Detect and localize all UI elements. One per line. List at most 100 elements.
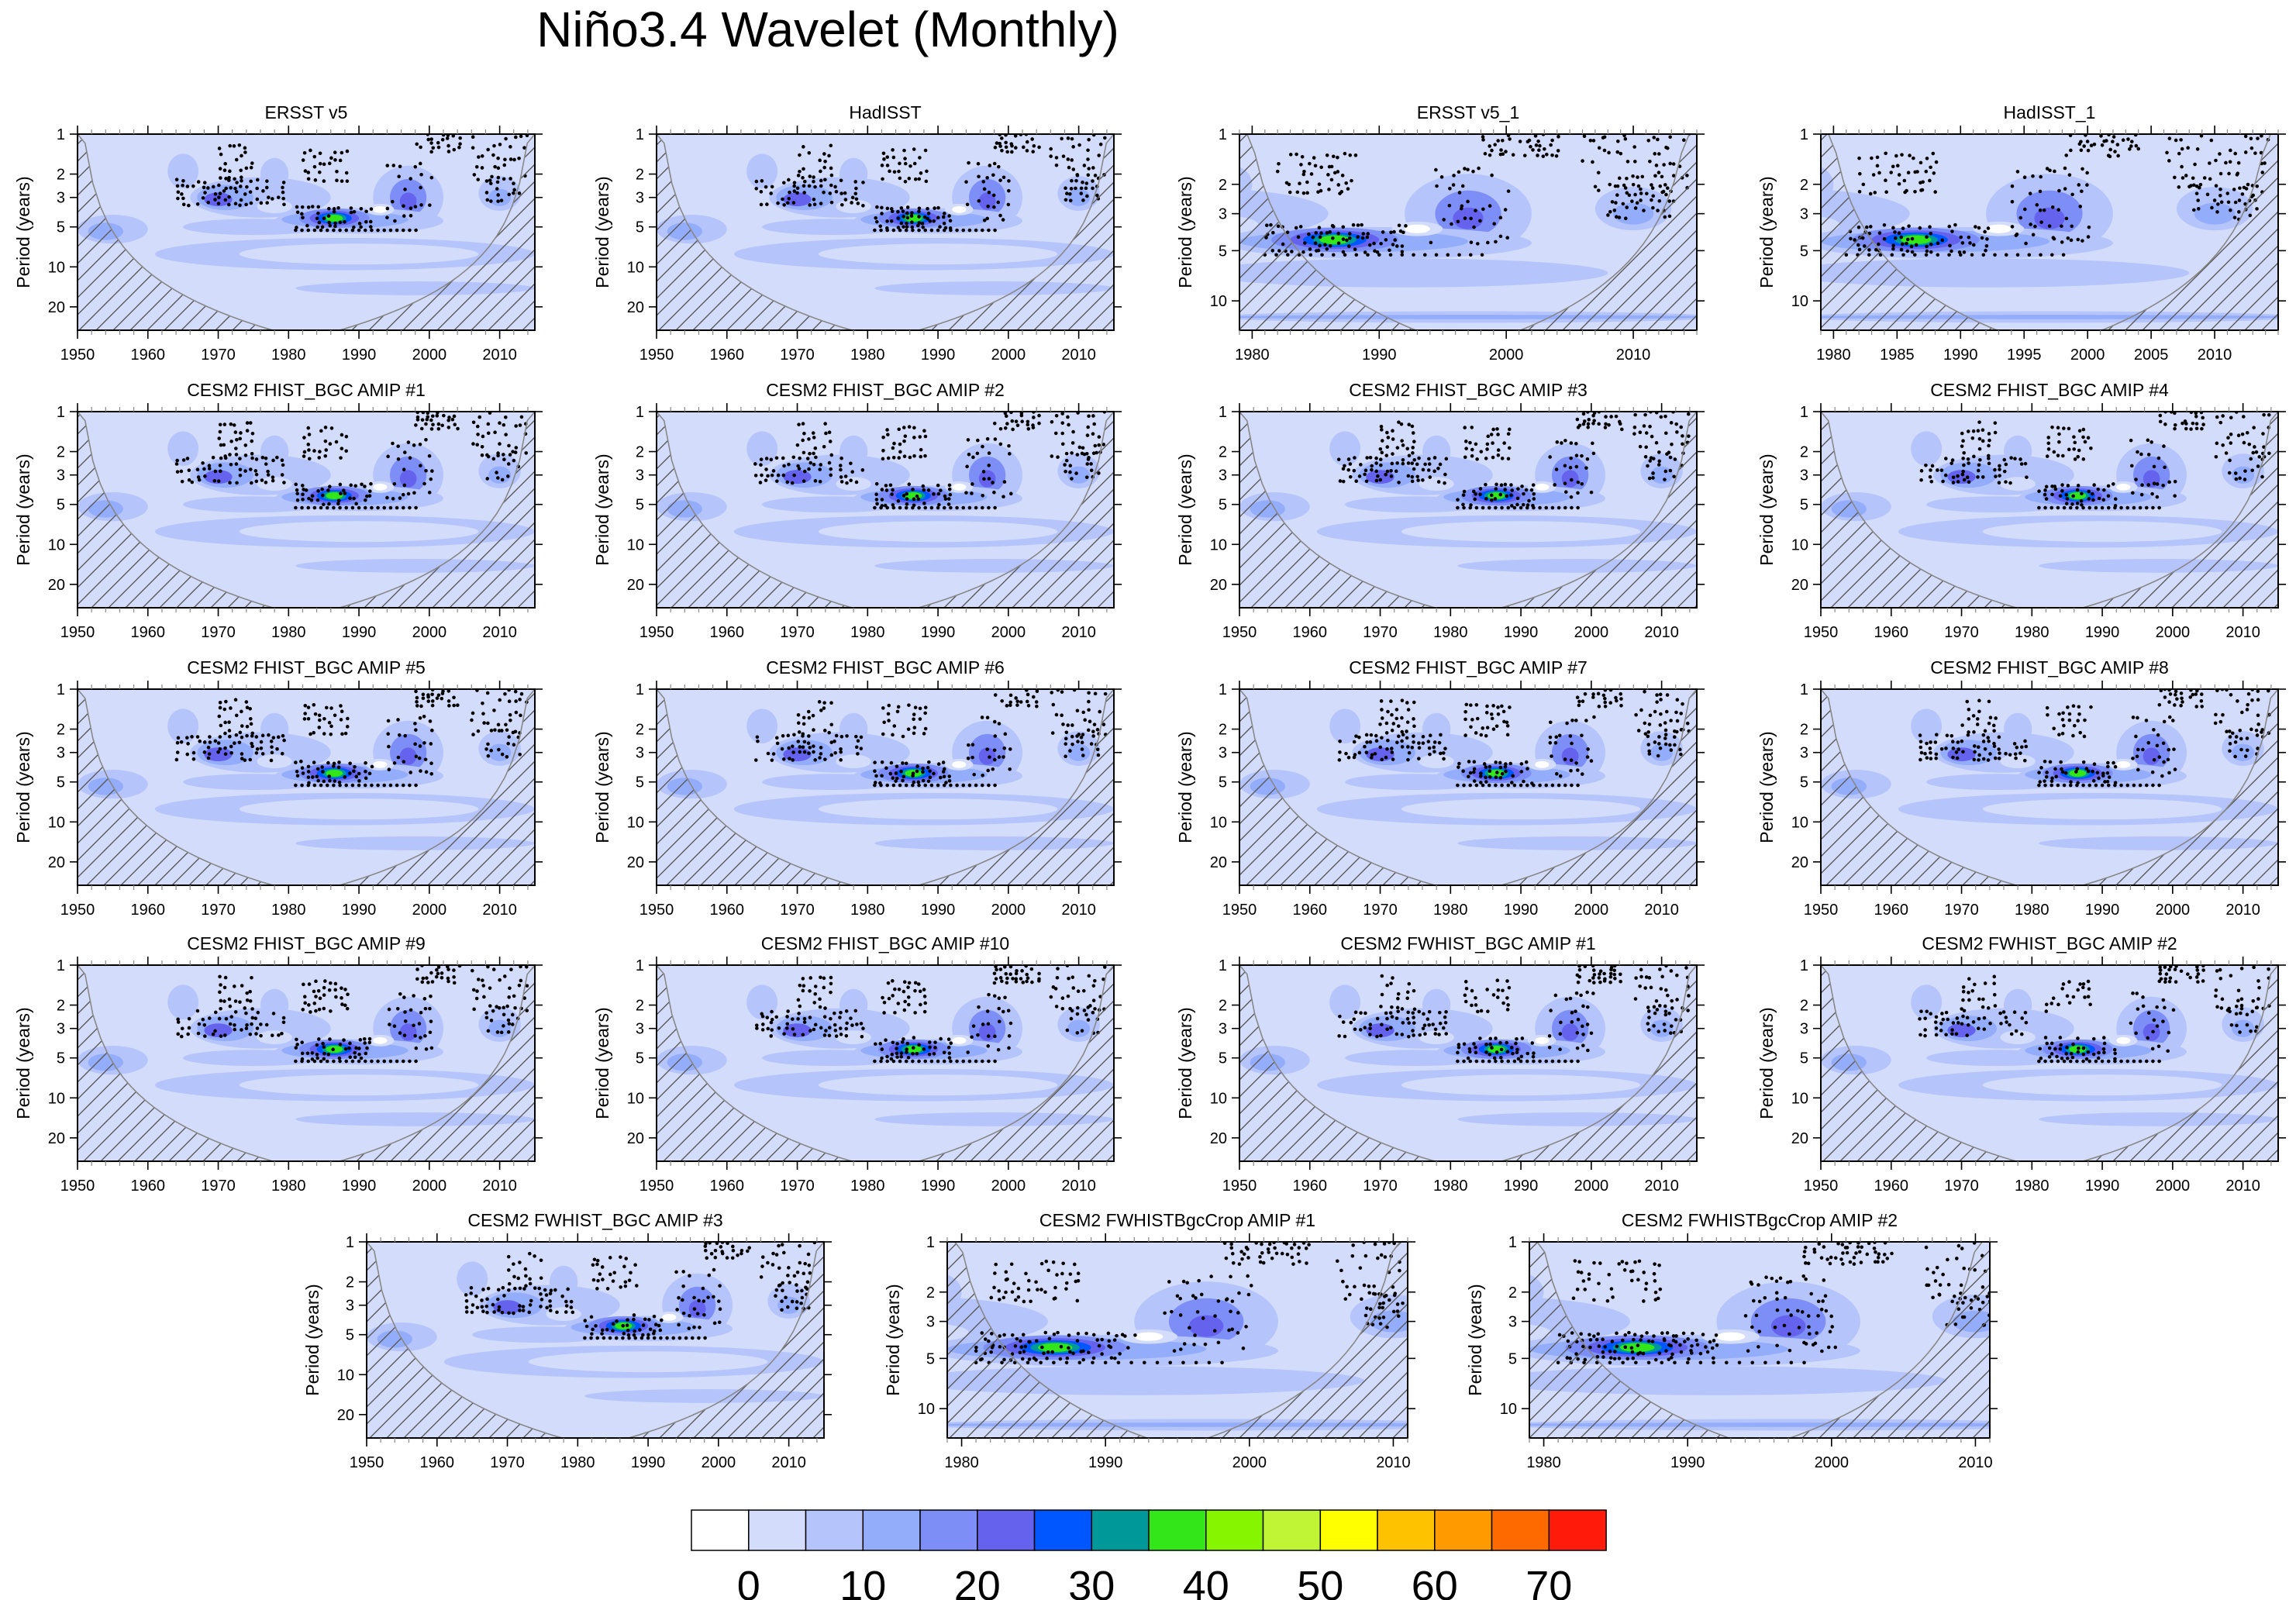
stipple-dot bbox=[2243, 150, 2248, 154]
stipple-dot bbox=[1580, 733, 1584, 738]
stipple-dot bbox=[2199, 134, 2204, 138]
cone-of-influence-hatch bbox=[1821, 134, 2278, 330]
stipple-dot bbox=[1524, 760, 1529, 764]
stipple-dot bbox=[344, 449, 349, 453]
stipple-dot bbox=[491, 457, 496, 461]
stipple-dot bbox=[1351, 222, 1356, 227]
stipple-dot bbox=[1929, 231, 1933, 236]
stipple-dot bbox=[1961, 750, 1965, 754]
stipple-dot bbox=[926, 216, 929, 221]
stipple-dot bbox=[271, 1012, 276, 1016]
stipple-dot bbox=[807, 150, 812, 155]
x-tick-label: 1990 bbox=[1504, 902, 1539, 919]
stipple-dot bbox=[903, 157, 907, 160]
stipple-dot bbox=[477, 155, 481, 159]
stipple-dot bbox=[1463, 709, 1467, 714]
stipple-dot bbox=[2180, 696, 2184, 701]
stipple-dot bbox=[1498, 765, 1503, 770]
stipple-dot bbox=[1369, 756, 1374, 760]
stipple-dot bbox=[2238, 476, 2242, 481]
stipple-dot bbox=[486, 753, 491, 758]
stipple-dot bbox=[323, 426, 328, 429]
stipple-dot bbox=[839, 456, 843, 460]
stipple-dot bbox=[839, 758, 843, 762]
stipple-dot bbox=[1064, 186, 1067, 191]
stipple-dot bbox=[1631, 182, 1636, 187]
stipple-dot bbox=[1389, 474, 1394, 478]
stipple-dot bbox=[2162, 444, 2166, 448]
stipple-dot bbox=[2058, 494, 2063, 498]
stipple-dot bbox=[2052, 236, 2056, 241]
stipple-dot bbox=[795, 186, 800, 191]
stipple-dot bbox=[300, 228, 304, 233]
stipple-dot bbox=[1469, 703, 1473, 707]
stipple-dot bbox=[250, 452, 254, 456]
stipple-dot bbox=[1336, 170, 1340, 174]
stipple-dot bbox=[1412, 467, 1416, 471]
stipple-dot bbox=[385, 206, 390, 211]
stipple-dot bbox=[2038, 780, 2043, 784]
stipple-dot bbox=[1363, 250, 1367, 254]
stipple-dot bbox=[519, 713, 522, 718]
stipple-dot bbox=[1993, 467, 1997, 472]
stipple-dot bbox=[1994, 474, 1998, 478]
stipple-dot bbox=[911, 228, 915, 233]
stipple-dot bbox=[1584, 719, 1588, 722]
stipple-dot bbox=[1384, 755, 1388, 760]
stipple-dot bbox=[1472, 767, 1477, 771]
stipple-dot bbox=[426, 412, 430, 416]
stipple-dot bbox=[1984, 248, 1987, 253]
stipple-dot bbox=[260, 733, 265, 738]
stipple-dot bbox=[2186, 146, 2190, 150]
stipple-dot bbox=[280, 751, 284, 756]
stipple-dot bbox=[1522, 491, 1525, 496]
stipple-dot bbox=[2079, 148, 2084, 153]
stipple-dot bbox=[817, 700, 822, 704]
stipple-dot bbox=[1083, 718, 1087, 722]
stipple-dot bbox=[896, 705, 901, 709]
stipple-dot bbox=[391, 497, 395, 501]
stipple-dot bbox=[1934, 733, 1939, 737]
stipple-dot bbox=[1615, 139, 1620, 143]
stipple-dot bbox=[2131, 757, 2135, 760]
stipple-dot bbox=[1491, 441, 1494, 445]
stipple-dot bbox=[447, 704, 451, 708]
stipple-dot bbox=[250, 439, 254, 443]
stipple-dot bbox=[885, 505, 890, 510]
stipple-dot bbox=[2151, 783, 2155, 788]
stipple-dot bbox=[223, 720, 227, 725]
stipple-dot bbox=[368, 489, 372, 493]
stipple-dot bbox=[1603, 696, 1607, 701]
stipple-dot bbox=[317, 456, 322, 460]
stipple-dot bbox=[1474, 703, 1479, 707]
stipple-dot bbox=[1484, 482, 1488, 487]
stipple-dot bbox=[2050, 492, 2054, 497]
stipple-dot bbox=[1002, 746, 1007, 750]
patch-2010-core bbox=[1612, 202, 1654, 225]
stipple-dot bbox=[218, 735, 222, 739]
stipple-dot bbox=[1452, 174, 1456, 178]
patch-1970-core bbox=[1947, 747, 1976, 762]
stipple-dot bbox=[1097, 443, 1101, 447]
stipple-dot bbox=[2074, 770, 2078, 774]
stipple-dot bbox=[500, 752, 505, 757]
stipple-dot bbox=[219, 443, 223, 447]
stipple-dot bbox=[1277, 161, 1281, 166]
stipple-dot bbox=[1468, 505, 1473, 510]
x-tick-label: 1990 bbox=[921, 624, 956, 641]
stipple-dot bbox=[202, 740, 207, 744]
stipple-dot bbox=[922, 502, 926, 505]
stipple-dot bbox=[323, 453, 328, 458]
y-tick-label: 10 bbox=[1791, 293, 1808, 310]
stipple-dot bbox=[2255, 733, 2260, 737]
stipple-dot bbox=[2050, 425, 2054, 429]
stipple-dot bbox=[1557, 135, 1560, 139]
stipple-dot bbox=[421, 692, 426, 697]
stipple-dot bbox=[1401, 733, 1405, 737]
stipple-dot bbox=[2249, 146, 2254, 150]
stipple-dot bbox=[1548, 720, 1553, 725]
stipple-dot bbox=[391, 164, 396, 167]
stipple-dot bbox=[514, 135, 518, 140]
stipple-dot bbox=[1498, 775, 1503, 780]
stipple-dot bbox=[1897, 173, 1901, 177]
